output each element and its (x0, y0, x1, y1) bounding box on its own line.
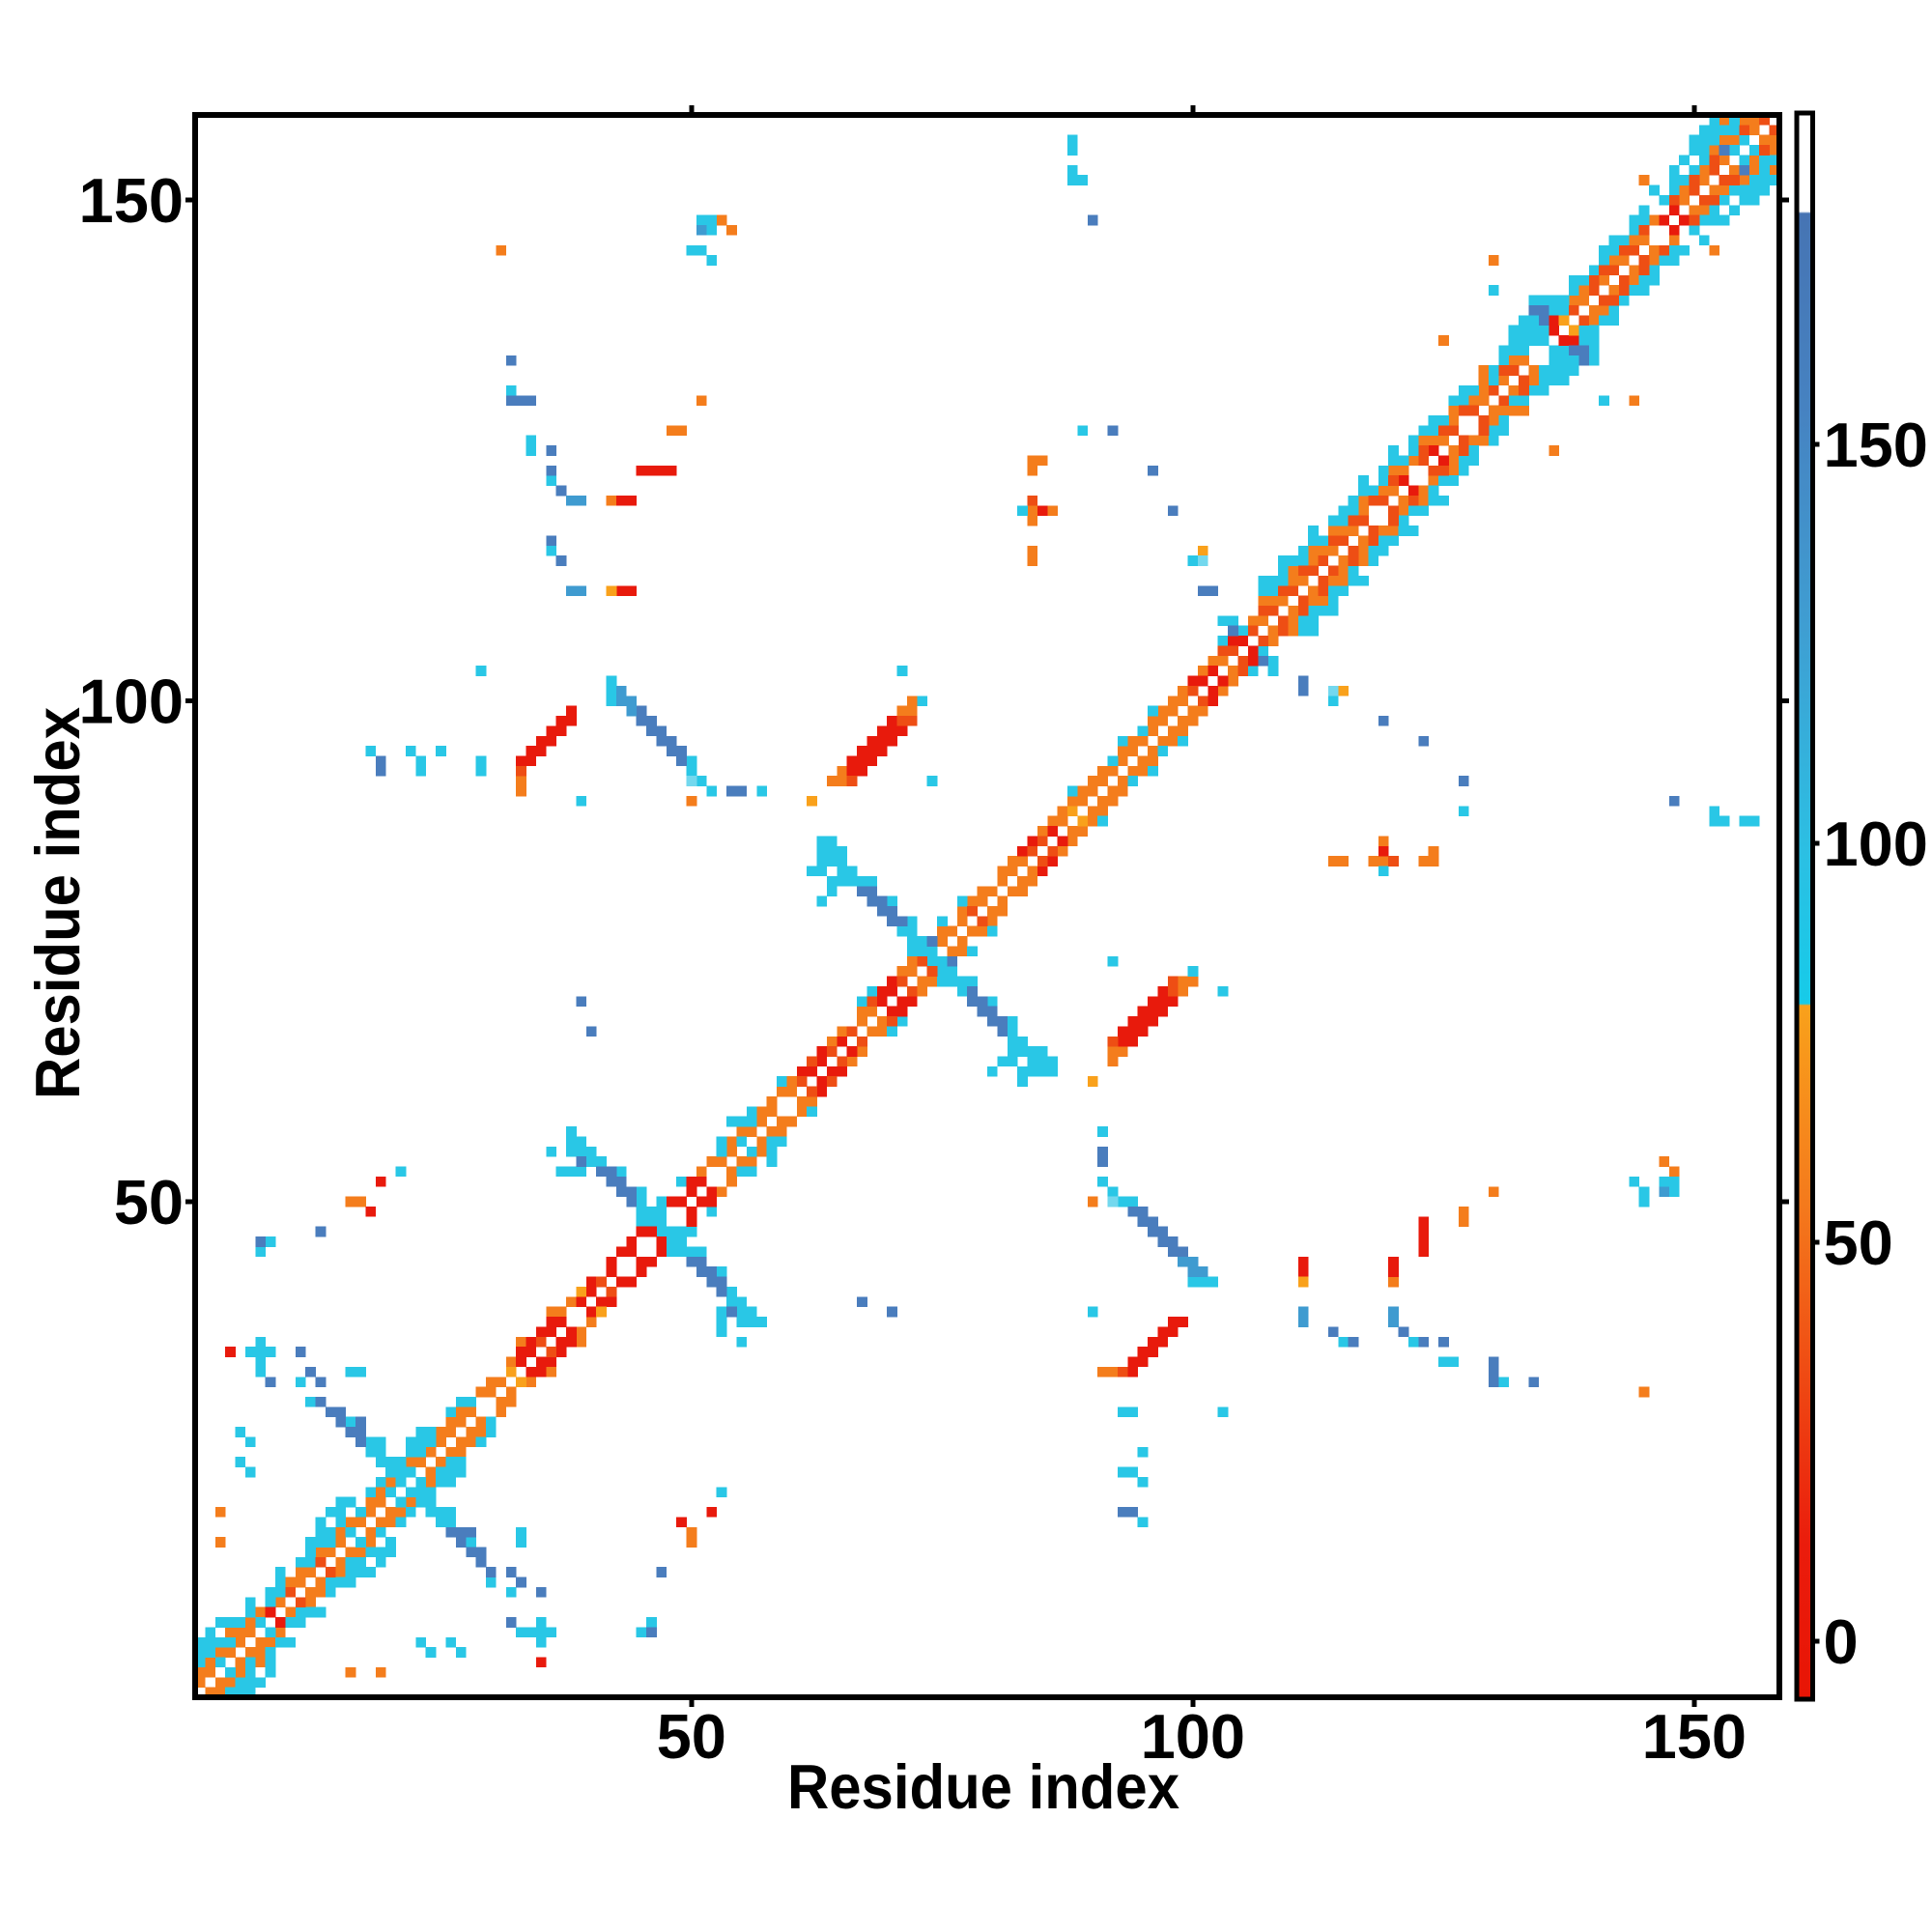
svg-text:100: 100 (1824, 809, 1928, 879)
svg-text:150: 150 (1824, 410, 1928, 480)
svg-text:150: 150 (1642, 1701, 1747, 1772)
svg-text:Residue index: Residue index (22, 707, 93, 1099)
svg-text:0: 0 (1824, 1606, 1859, 1677)
svg-text:100: 100 (1141, 1701, 1245, 1772)
svg-text:50: 50 (1824, 1208, 1893, 1278)
svg-text:100: 100 (79, 667, 184, 737)
svg-text:Residue index: Residue index (787, 1751, 1179, 1822)
svg-text:50: 50 (114, 1167, 184, 1237)
svg-text:150: 150 (79, 165, 184, 236)
svg-text:50: 50 (657, 1701, 726, 1772)
